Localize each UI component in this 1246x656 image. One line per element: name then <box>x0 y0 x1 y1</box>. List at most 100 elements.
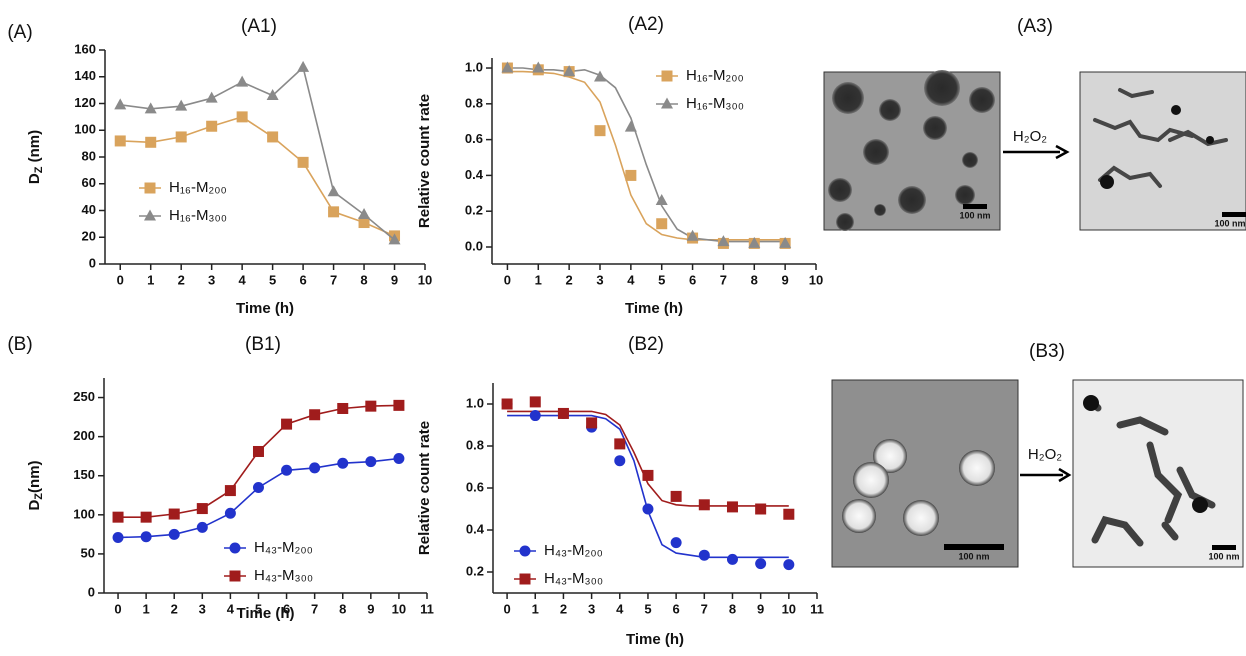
marker <box>236 111 248 123</box>
y-tick-label: 0.2 <box>466 563 484 578</box>
marker <box>532 61 545 73</box>
marker <box>586 417 598 429</box>
marker <box>755 503 767 515</box>
y-tick-label: 140 <box>74 68 96 83</box>
y-tick-label: 40 <box>82 202 96 217</box>
label-part: (nm) <box>26 130 43 167</box>
marker <box>670 537 682 549</box>
y-tick-label: 100 <box>73 506 95 521</box>
x-tick-label: 5 <box>658 272 665 287</box>
x-tick-label: 5 <box>269 272 276 287</box>
marker <box>529 396 541 408</box>
marker <box>112 531 124 543</box>
label-part: (nm) <box>26 460 43 493</box>
marker <box>783 508 795 520</box>
x-tick-label: 0 <box>503 601 510 616</box>
scale-label: 100 nm <box>1208 551 1239 561</box>
marker <box>698 549 710 561</box>
y-tick-label: 150 <box>73 467 95 482</box>
x-tick-label: 10 <box>392 601 406 616</box>
series-line <box>120 65 396 241</box>
marker <box>224 485 236 497</box>
marker <box>267 131 279 143</box>
x-tick-label: 7 <box>701 601 708 616</box>
marker <box>281 418 293 430</box>
scale-label: 100 nm <box>1214 218 1245 228</box>
x-tick-label: 7 <box>720 272 727 287</box>
panel-label: (A) <box>7 22 32 43</box>
marker <box>642 503 654 515</box>
x-tick-label: 7 <box>311 601 318 616</box>
y-tick-label: 1.0 <box>465 59 483 74</box>
marker <box>114 98 127 110</box>
y-tick-label: 0.0 <box>465 238 483 253</box>
legend-marker <box>661 70 673 82</box>
scale-label: 100 nm <box>958 551 989 561</box>
x-tick-label: 5 <box>255 601 262 616</box>
x-tick-label: 10 <box>782 601 796 616</box>
y-tick-label: 0.4 <box>465 167 484 182</box>
marker <box>726 501 738 513</box>
chart-title: (A1) <box>241 16 277 37</box>
marker <box>309 409 321 421</box>
x-tick-label: 9 <box>367 601 374 616</box>
x-tick-label: 1 <box>532 601 539 616</box>
x-tick-label: 4 <box>627 272 635 287</box>
x-tick-label: 4 <box>227 601 235 616</box>
series-line <box>118 404 399 518</box>
x-tick-label: 8 <box>729 601 736 616</box>
x-tick-label: 4 <box>239 272 247 287</box>
marker <box>624 120 637 132</box>
marker <box>224 507 236 519</box>
fit-curve <box>507 70 786 241</box>
y-tick-label: 0 <box>88 584 95 599</box>
x-tick-label: 11 <box>420 601 434 616</box>
fit-curve <box>507 414 789 559</box>
tem-image <box>1079 71 1246 231</box>
marker <box>112 511 124 523</box>
fit-curve <box>507 410 789 507</box>
y-tick-label: 0.4 <box>466 521 485 536</box>
y-tick-label: 50 <box>81 545 95 560</box>
x-axis-label: Time (h) <box>236 300 294 317</box>
marker <box>365 400 377 412</box>
marker <box>686 229 699 241</box>
marker <box>358 217 370 229</box>
panel-label: (B) <box>7 334 32 355</box>
marker <box>140 531 152 543</box>
marker <box>252 445 264 457</box>
marker <box>563 65 576 77</box>
scale-label: 100 nm <box>959 210 990 220</box>
x-tick-label: 6 <box>299 272 306 287</box>
x-tick-label: 8 <box>751 272 758 287</box>
y-tick-label: 100 <box>74 122 96 137</box>
marker <box>337 402 349 414</box>
marker <box>557 407 569 419</box>
x-tick-label: 6 <box>283 601 290 616</box>
y-tick-label: 80 <box>82 148 96 163</box>
y-tick-label: 0.8 <box>466 437 484 452</box>
marker <box>327 185 340 197</box>
marker <box>206 120 218 132</box>
tem-image <box>831 379 1019 568</box>
label-part: Z <box>33 493 45 500</box>
marker <box>501 398 513 410</box>
marker <box>168 508 180 520</box>
legend-label: H₁₆-M₂₀₀ <box>686 67 744 84</box>
marker <box>783 559 795 571</box>
y-tick-label: 0.2 <box>465 203 483 218</box>
legend-marker <box>519 573 531 585</box>
reagent: H₂O₂ <box>1028 446 1062 463</box>
x-tick-label: 9 <box>391 272 398 287</box>
marker <box>614 455 626 467</box>
legend-label: H₄₃-M₃₀₀ <box>254 567 313 584</box>
marker <box>297 156 309 168</box>
marker <box>594 70 606 82</box>
x-tick-label: 0 <box>117 272 124 287</box>
marker <box>328 206 340 218</box>
x-tick-label: 3 <box>199 601 206 616</box>
series-line <box>120 116 395 237</box>
x-tick-label: 10 <box>418 272 432 287</box>
marker <box>144 102 157 114</box>
marker <box>625 169 637 181</box>
